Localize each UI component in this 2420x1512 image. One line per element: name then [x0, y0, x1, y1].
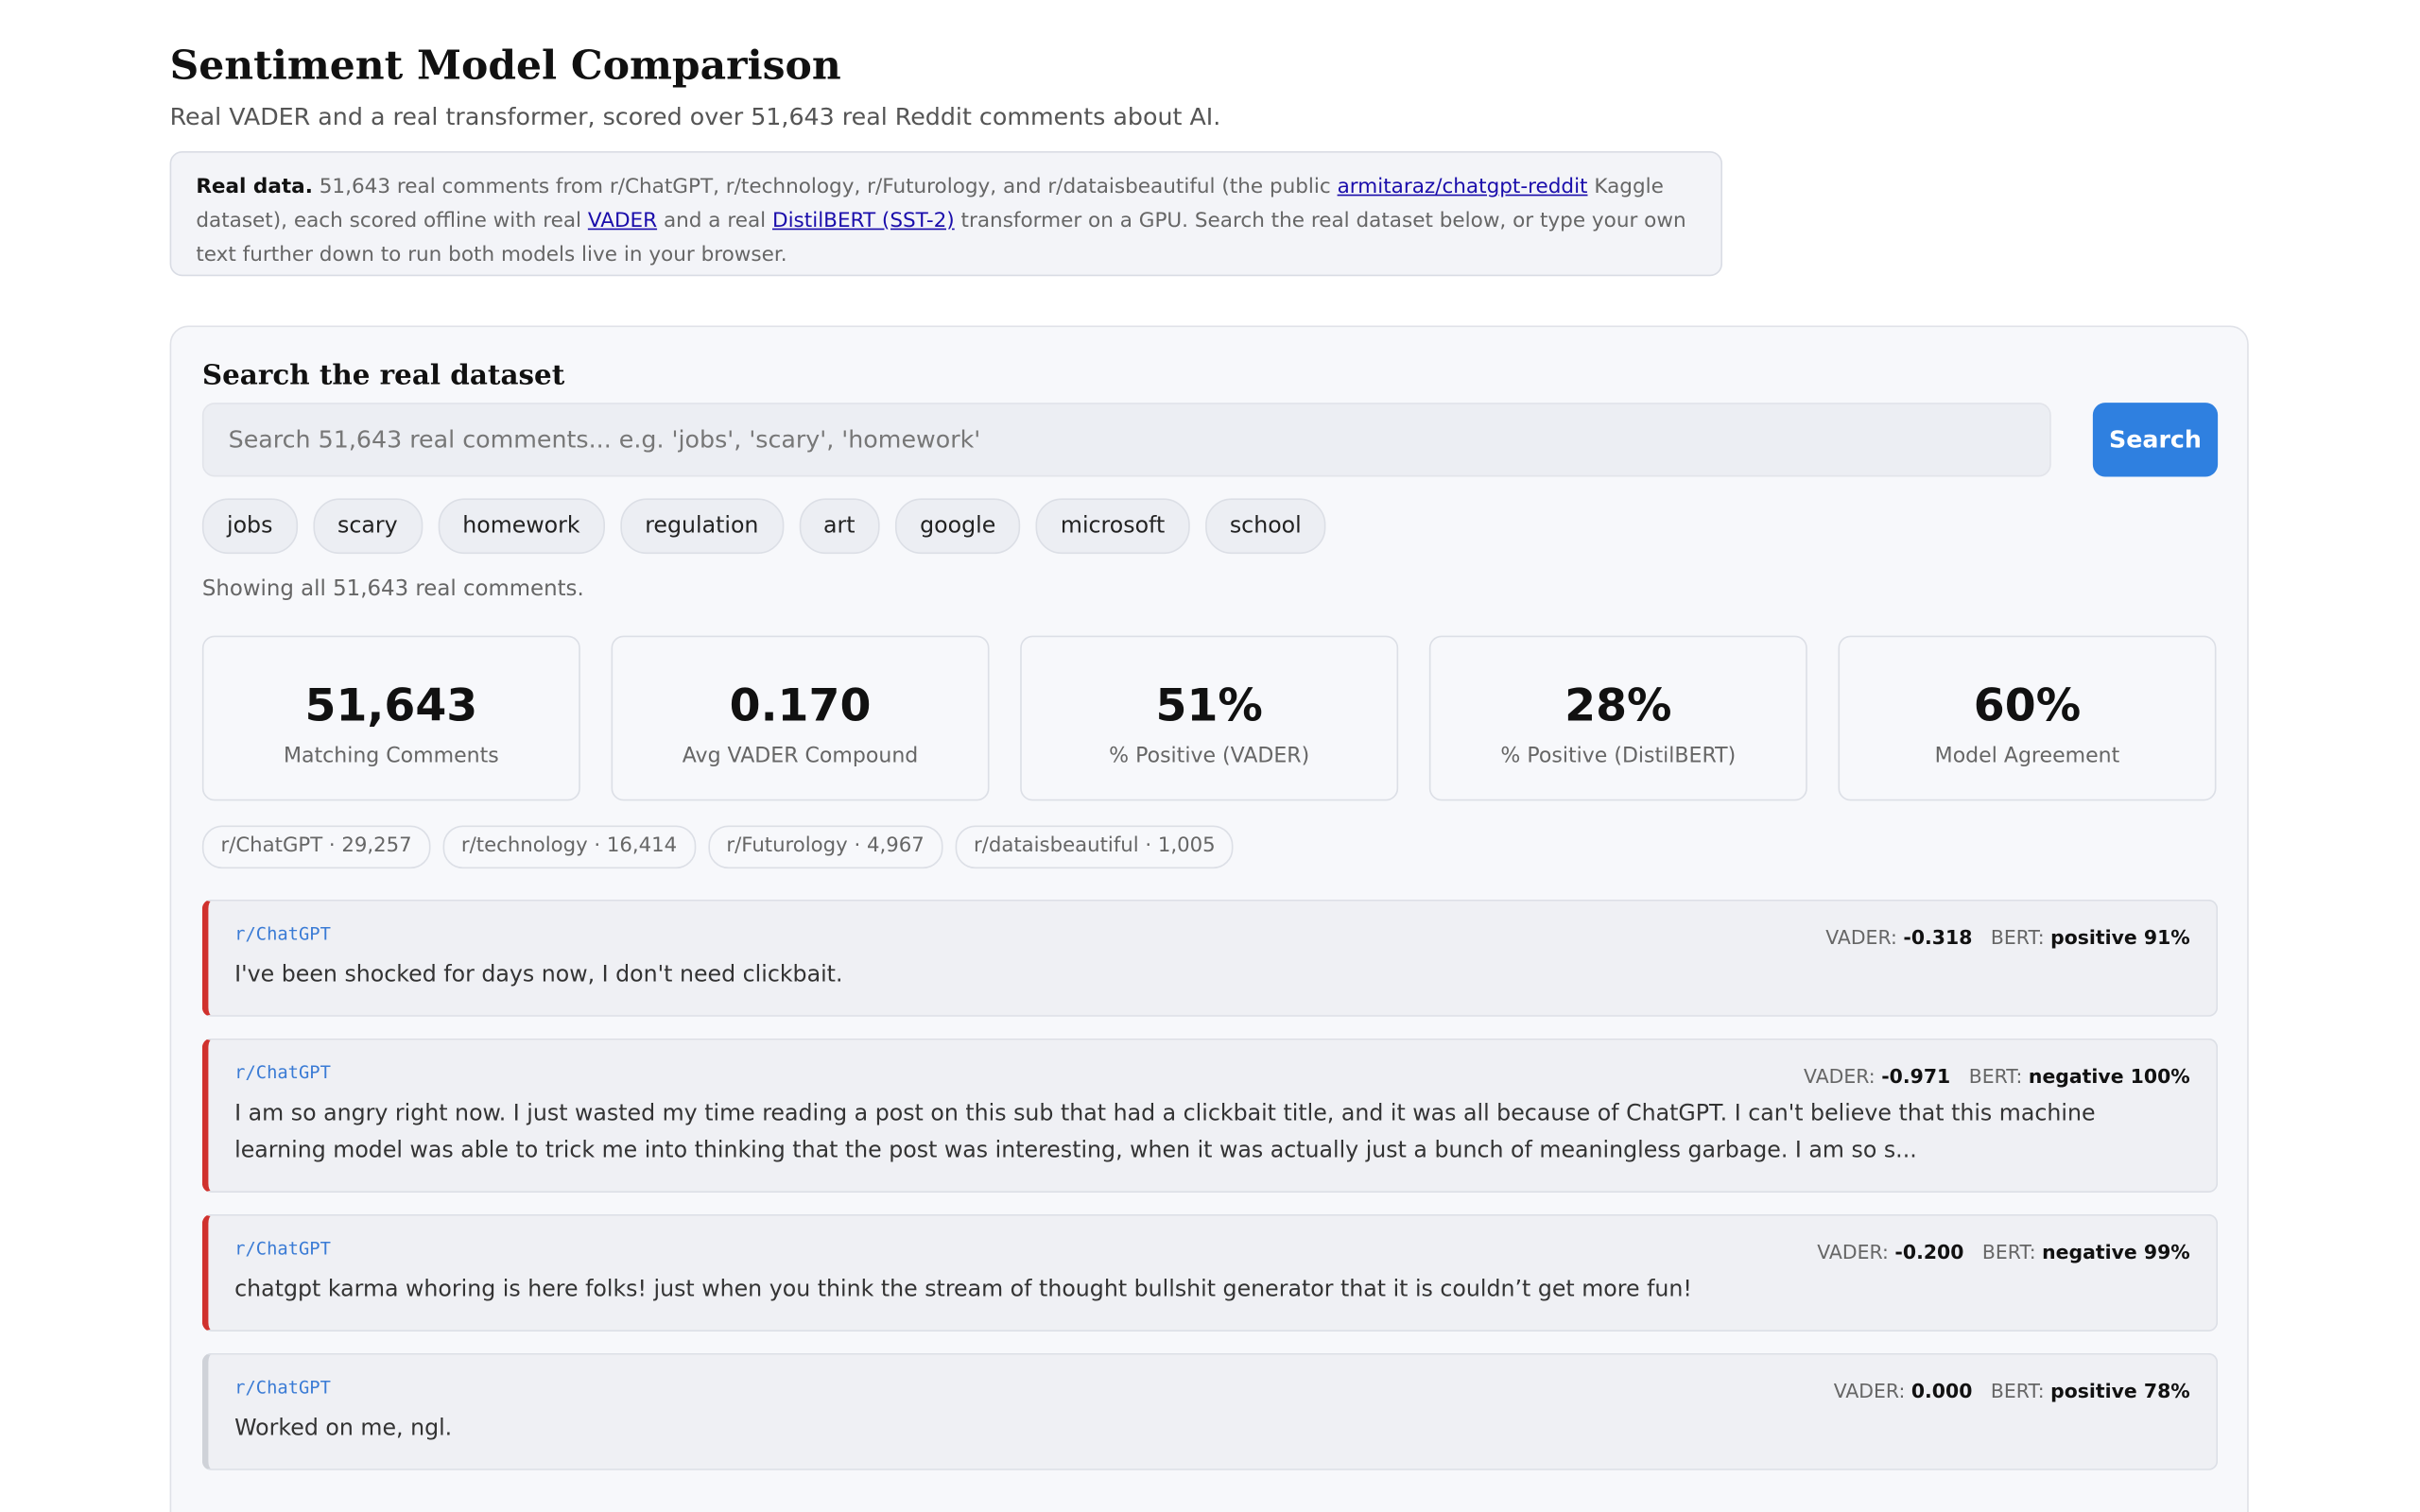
comment-card: r/ChatGPT VADER: -0.971 BERT: negative 10… [201, 1038, 2219, 1194]
stat-card: 51% % Positive (VADER) [1020, 635, 1399, 801]
comment-scores: VADER: -0.200 BERT: negative 99% [1817, 1241, 2189, 1263]
notice-lead: Real data. [196, 176, 313, 199]
subreddit-pill[interactable]: r/technology · 16,414 [442, 825, 696, 869]
stat-label: Avg VADER Compound [682, 743, 919, 769]
search-chip[interactable]: jobs [201, 498, 298, 555]
page-title: Sentiment Model Comparison [169, 43, 841, 90]
stat-value: 51% [1155, 679, 1263, 731]
bert-label: BERT: [1981, 1240, 2036, 1264]
comment-text: I am so angry right now. I just wasted m… [234, 1101, 2096, 1164]
comment-list: r/ChatGPT VADER: -0.318 BERT: positive 91… [201, 899, 2219, 1492]
status: Showing all 51,643 real comments. [201, 576, 584, 602]
stats-row: 51,643 Matching Comments 0.170 Avg VADER Co… [201, 635, 2217, 801]
search-chip[interactable]: homework [438, 498, 605, 555]
dataset-link[interactable]: armitaraz/chatgpt-reddit [1337, 176, 1588, 199]
comment-subreddit: r/ChatGPT [234, 1376, 331, 1399]
stat-label: Matching Comments [283, 743, 499, 769]
bert-label: BERT: [1990, 1379, 2045, 1403]
notice-text: Kaggle dataset), each scored offline wit… [196, 176, 1664, 233]
vader-label: VADER: [1825, 925, 1897, 950]
comment-card: r/ChatGPT VADER: 0.000 BERT: positive 78%… [201, 1352, 2219, 1470]
comment-subreddit: r/ChatGPT [234, 922, 331, 945]
vader-score: -0.200 [1894, 1240, 1964, 1264]
bert-score: positive 78% [2050, 1379, 2190, 1403]
search-chip[interactable]: school [1204, 498, 1326, 555]
comment-subreddit: r/ChatGPT [234, 1061, 331, 1084]
notice-text: and a real [657, 210, 772, 233]
notice-text: 51,643 real comments from r/ChatGPT, r/t… [312, 176, 1338, 199]
comment-scores: VADER: -0.318 BERT: positive 91% [1825, 926, 2190, 949]
subtitle: Real VADER and a real transformer, score… [169, 103, 1221, 131]
comment-card: r/ChatGPT VADER: -0.200 BERT: negative 99… [201, 1213, 2219, 1332]
search-chip[interactable]: scary [312, 498, 423, 555]
stat-card: 60% Model Agreement [1838, 635, 2217, 801]
comment-card: r/ChatGPT VADER: -0.318 BERT: positive 91… [201, 899, 2219, 1017]
comment-text: Worked on me, ngl. [234, 1416, 453, 1441]
vader-label: VADER: [1817, 1240, 1889, 1264]
comment-text: I've been shocked for days now, I don't … [234, 962, 843, 988]
stat-label: Model Agreement [1934, 743, 2120, 769]
notice-text: transformer on a GPU. Search the real da… [196, 210, 1686, 267]
bert-label: BERT: [1968, 1064, 2023, 1089]
comment-scores: VADER: -0.971 BERT: negative 100% [1804, 1065, 2190, 1088]
vader-score: -0.318 [1903, 925, 1973, 950]
vader-label: VADER: [1804, 1064, 1876, 1089]
bert-score: negative 99% [2042, 1240, 2190, 1264]
stat-value: 51,643 [304, 679, 478, 731]
notice: Real data. 51,643 real comments from r/C… [169, 150, 1723, 277]
subreddit-pill[interactable]: r/dataisbeautiful · 1,005 [955, 825, 1235, 869]
stat-card: 28% % Positive (DistilBERT) [1428, 635, 1807, 801]
search-chip[interactable]: art [798, 498, 880, 555]
comment-scores: VADER: 0.000 BERT: positive 78% [1834, 1380, 2190, 1402]
stat-card: 0.170 Avg VADER Compound [611, 635, 990, 801]
search-chip[interactable]: google [895, 498, 1021, 555]
stat-value: 60% [1973, 679, 2082, 731]
stat-value: 0.170 [729, 679, 872, 731]
search-chip[interactable]: regulation [620, 498, 784, 555]
bert-score: positive 91% [2050, 925, 2190, 950]
bert-label: BERT: [1990, 925, 2045, 950]
vader-score: -0.971 [1881, 1064, 1951, 1089]
chip-row: jobs scary homework regulation art google micr… [201, 498, 1326, 555]
search-chip[interactable]: microsoft [1035, 498, 1190, 555]
bert-score: negative 100% [2028, 1064, 2190, 1089]
search-button[interactable]: Search [2092, 403, 2219, 477]
search-input[interactable]: Search 51,643 real comments... e.g. 'job… [201, 403, 2051, 477]
stat-card: 51,643 Matching Comments [201, 635, 580, 801]
subreddit-row: r/ChatGPT · 29,257 r/technology · 16,414 r… [201, 825, 1235, 869]
subreddit-pill[interactable]: r/ChatGPT · 29,257 [201, 825, 431, 869]
subreddit-pill[interactable]: r/Futurology · 4,967 [707, 825, 943, 869]
section-title: Search the real dataset [201, 359, 565, 392]
comment-subreddit: r/ChatGPT [234, 1237, 331, 1260]
search-panel: Search the real dataset Search 51,643 re… [169, 325, 2249, 1512]
comment-text: chatgpt karma whoring is here folks! jus… [234, 1277, 1692, 1302]
vader-label: VADER: [1833, 1379, 1906, 1403]
vader-link[interactable]: VADER [587, 210, 658, 233]
stat-label: % Positive (DistilBERT) [1500, 743, 1737, 769]
bert-link[interactable]: DistilBERT (SST-2) [771, 210, 955, 233]
stat-value: 28% [1564, 679, 1672, 731]
stat-label: % Positive (VADER) [1109, 743, 1310, 769]
vader-score: 0.000 [1910, 1379, 1973, 1403]
